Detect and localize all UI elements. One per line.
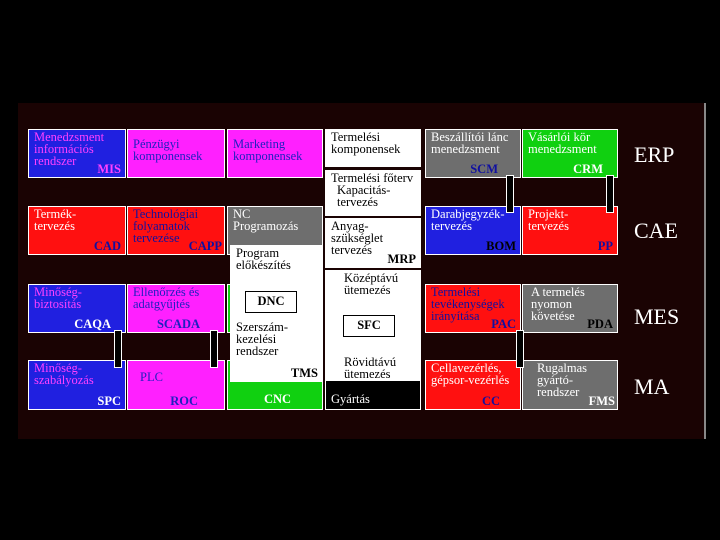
layer-label: ERP: [634, 142, 675, 167]
box: Termelési tevékenységek irányítása PAC: [425, 284, 521, 333]
box-text: CNC: [264, 392, 292, 406]
dnc-box: DNC: [245, 291, 297, 313]
box-text: A termelés nyomon követése: [531, 285, 585, 323]
box-text: Termék-tervezés: [34, 207, 77, 233]
box: Darabjegyzék-tervezés BOM: [425, 206, 521, 255]
layer-label: MES: [634, 304, 680, 329]
tool-box: Program előkészítés Szerszám-kezelési ren…: [230, 245, 323, 382]
box: Gyártás: [325, 380, 421, 410]
box-text: Pénzügyi komponensek: [133, 137, 203, 163]
box-abbr: PP: [597, 239, 613, 253]
box-abbr: CAPP: [188, 239, 222, 253]
connector: [114, 330, 122, 368]
box-text: Technológiai folyamatok tervezése: [133, 207, 199, 245]
box-text: Minőség-szabályozás: [34, 361, 94, 387]
tool-text: Program előkészítés: [236, 246, 291, 272]
center-box: Termelési főterv Kapacitás-tervezés: [325, 170, 421, 216]
connector: [210, 330, 218, 368]
box: Menedzsment információs rendszer MIS: [28, 129, 126, 178]
box-text: Cellavezérlés, gépsor-vezérlés: [431, 361, 510, 387]
box-abbr: CAQA: [74, 317, 111, 331]
box-abbr: BOM: [486, 239, 516, 253]
connector: [516, 330, 524, 368]
box: Rugalmas gyártó-rendszer FMS: [522, 360, 618, 410]
box-abbr: SPC: [97, 394, 121, 408]
layer-label: CAE: [634, 218, 678, 243]
box-text: Rugalmas gyártó-rendszer: [537, 361, 587, 399]
tool-text: DNC: [257, 294, 285, 308]
box-text: Ellenőrzés és adatgyűjtés: [133, 285, 200, 311]
box: PLC ROC: [127, 360, 225, 410]
layer-label: MA: [634, 374, 670, 399]
box-abbr: CC: [481, 394, 500, 408]
box: Termék-tervezés CAD: [28, 206, 126, 255]
box: Termelési komponensek: [325, 129, 421, 167]
connector: [506, 175, 514, 213]
box: Minőség-szabályozás SPC: [28, 360, 126, 410]
box-abbr: ROC: [170, 394, 198, 408]
box-text: Minőség-biztosítás: [34, 285, 82, 311]
box-text: Darabjegyzék-tervezés: [431, 207, 505, 233]
box-abbr: CAD: [93, 239, 121, 253]
box-text: Projekt-tervezés: [528, 207, 569, 233]
box: Minőség-biztosítás CAQA: [28, 284, 126, 333]
box-text: Termelési komponensek: [331, 130, 401, 156]
center-text: SFC: [357, 318, 381, 332]
box-text: Menedzsment információs rendszer: [34, 130, 105, 168]
box: Beszállítói lánc menedzsment SCM: [425, 129, 521, 178]
box: Vásárlói kör menedzsment CRM: [522, 129, 618, 178]
box-abbr: MIS: [97, 162, 121, 176]
box: Technológiai folyamatok tervezése CAPP: [127, 206, 225, 255]
box-abbr: FMS: [588, 394, 615, 408]
center-text: Termelési főterv: [331, 171, 414, 185]
box-text: PLC: [140, 370, 163, 384]
box: Ellenőrzés és adatgyűjtés SCADA: [127, 284, 225, 333]
box-text: Vásárlói kör menedzsment: [528, 130, 597, 156]
box-abbr: CRM: [573, 162, 603, 176]
sfc-box: SFC: [343, 315, 395, 337]
box-text: Gyártás: [331, 392, 370, 406]
tool-abbr: TMS: [290, 366, 318, 380]
box-abbr: SCM: [470, 162, 498, 176]
box-text: Termelési tevékenységek irányítása: [431, 285, 505, 323]
box-text: Beszállítói lánc menedzsment: [431, 130, 509, 156]
center-box: Anyag-szükséglet tervezés MRP: [325, 218, 421, 268]
box-abbr: SCADA: [156, 317, 200, 331]
box-abbr: PDA: [587, 317, 613, 331]
box: Pénzügyi komponensek: [127, 129, 225, 178]
box: Projekt-tervezés PP: [522, 206, 618, 255]
box: Marketing komponensek: [227, 129, 323, 178]
box-text: Marketing komponensek: [233, 137, 303, 163]
box: Cellavezérlés, gépsor-vezérlés CC: [425, 360, 521, 410]
tool-text: Szerszám-kezelési rendszer: [236, 320, 289, 358]
center-text: Rövidtávú ütemezés: [344, 355, 397, 380]
center-text: Középtávú ütemezés: [344, 271, 399, 297]
connector: [606, 175, 614, 213]
center-text: Kapacitás-tervezés: [337, 183, 391, 209]
center-abbr: MRP: [387, 252, 416, 266]
box-text: NC Programozás: [233, 207, 299, 233]
center-text: Anyag-szükséglet tervezés: [331, 219, 384, 257]
box: A termelés nyomon követése PDA: [522, 284, 618, 333]
box-abbr: PAC: [491, 317, 516, 331]
